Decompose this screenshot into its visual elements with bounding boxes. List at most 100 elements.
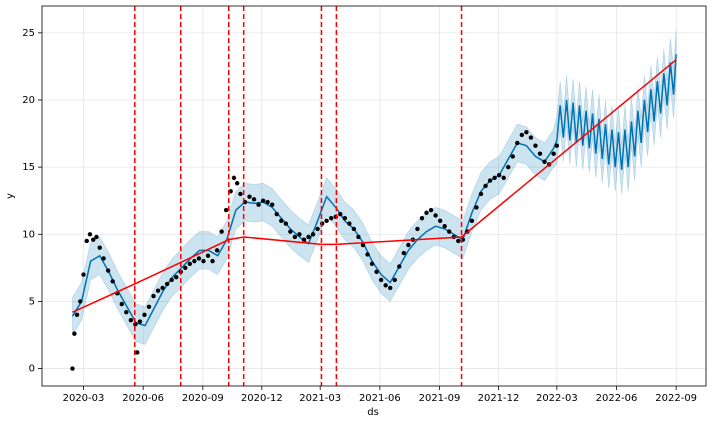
observed-point: [469, 218, 475, 224]
observed-point: [383, 283, 388, 288]
observed-point: [551, 151, 556, 156]
observed-point: [169, 277, 174, 283]
observed-point: [151, 293, 156, 299]
observed-point: [247, 194, 252, 199]
observed-point: [260, 198, 266, 203]
x-tick-label: 2020-03: [63, 393, 105, 404]
y-tick-label: 10: [22, 229, 35, 240]
observed-point: [510, 154, 515, 159]
observed-point: [442, 224, 447, 229]
uncertainty-band: [72, 30, 677, 345]
observed-point: [174, 275, 179, 280]
observed-point: [506, 164, 511, 170]
observed-point: [210, 258, 215, 264]
observed-point: [342, 215, 348, 221]
observed-point: [279, 218, 284, 224]
observed-point: [94, 234, 99, 240]
observed-point: [533, 143, 538, 148]
observed-point: [365, 252, 370, 257]
observed-point: [356, 234, 361, 240]
y-tick-label: 20: [22, 95, 35, 106]
observed-point: [542, 159, 547, 164]
observed-point: [288, 229, 293, 234]
x-tick-label: 2020-09: [182, 393, 224, 404]
observed-point: [456, 238, 461, 244]
y-tick-label: 5: [29, 296, 35, 307]
observed-point: [406, 242, 411, 248]
observed-point: [274, 211, 279, 217]
observed-point: [81, 272, 86, 277]
observed-point: [515, 140, 520, 146]
observed-point: [528, 135, 534, 140]
observed-point: [392, 277, 397, 283]
observed-point: [419, 215, 425, 221]
plot-frame: [41, 5, 707, 387]
x-tick-label: 2021-09: [419, 393, 461, 404]
observed-point: [155, 288, 161, 293]
observed-point: [369, 261, 375, 267]
observed-point: [205, 253, 211, 258]
observed-point: [183, 265, 188, 271]
x-tick-label: 2021-12: [478, 393, 520, 404]
observed-point: [269, 202, 275, 207]
observed-point: [492, 175, 497, 181]
observed-point: [164, 281, 170, 287]
x-axis-label: ds: [367, 407, 379, 418]
observed-point: [105, 268, 111, 273]
observed-point: [234, 181, 240, 186]
observed-point: [135, 350, 140, 355]
observed-point: [283, 221, 289, 226]
observed-point: [78, 299, 83, 304]
observed-point: [537, 151, 543, 156]
observed-point: [146, 304, 152, 309]
observed-point: [110, 279, 115, 284]
observed-point: [519, 132, 525, 138]
observed-point: [133, 322, 138, 327]
observed-point: [91, 237, 96, 242]
observed-point: [388, 285, 393, 291]
observed-point: [306, 234, 311, 240]
x-tick-label: 2021-06: [359, 393, 401, 404]
observed-point: [474, 205, 479, 210]
observed-point: [70, 366, 75, 371]
observed-point: [428, 207, 434, 213]
observed-point: [214, 248, 220, 253]
observed-point: [374, 269, 379, 275]
observed-point: [74, 312, 80, 318]
observed-point: [338, 211, 343, 217]
observed-point: [437, 218, 443, 224]
observed-point: [223, 207, 229, 213]
observed-point: [447, 229, 452, 234]
observed-point: [187, 261, 193, 267]
observed-point: [397, 264, 402, 269]
x-tick-label: 2021-03: [299, 393, 341, 404]
observed-point: [231, 175, 237, 181]
y-tick-label: 0: [29, 364, 35, 375]
observed-point: [219, 229, 224, 234]
observed-point: [315, 226, 320, 232]
observed-point: [101, 256, 106, 261]
observed-point: [87, 232, 93, 237]
observed-point: [433, 213, 438, 218]
y-axis-label: y: [5, 193, 16, 199]
y-tick-label: 15: [22, 162, 35, 173]
observed-point: [124, 309, 129, 315]
x-tick-label: 2020-06: [122, 393, 164, 404]
observed-point: [483, 183, 488, 189]
x-tick-label: 2022-03: [536, 393, 578, 404]
observed-point: [228, 189, 233, 194]
observed-point: [238, 191, 243, 197]
observed-point: [265, 199, 270, 205]
observed-point: [310, 232, 316, 237]
x-tick-label: 2022-09: [655, 393, 697, 404]
observed-point: [554, 143, 560, 148]
observed-point: [324, 218, 329, 224]
x-tick-label: 2020-12: [241, 393, 283, 404]
observed-point: [301, 237, 307, 242]
observed-point: [351, 226, 357, 232]
observed-point: [256, 202, 261, 207]
observed-point: [137, 319, 143, 324]
observed-point: [360, 242, 366, 248]
observed-point: [128, 318, 134, 323]
